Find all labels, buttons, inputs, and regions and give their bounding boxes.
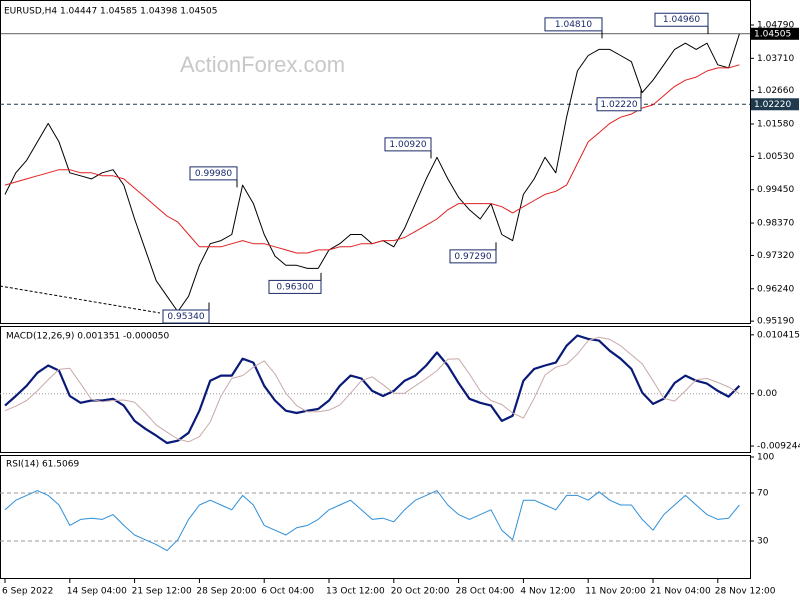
annotation-label: 0.99980 xyxy=(195,169,232,179)
series-line xyxy=(4,336,740,443)
x-tick-label: 13 Oct 12:00 xyxy=(326,587,385,597)
annotation-box xyxy=(162,309,210,324)
y-tick-label: 1.00530 xyxy=(757,152,794,162)
annotation-box xyxy=(449,249,497,264)
y-tick-label: 0.98370 xyxy=(757,219,794,229)
series-line xyxy=(4,334,741,445)
x-tick-label: 28 Nov 12:00 xyxy=(715,587,776,597)
series-line xyxy=(4,490,740,552)
y-tick-label: 0.95190 xyxy=(757,317,794,327)
macd-title: MACD(12,26,9) 0.001351 -0.000050 xyxy=(6,332,169,342)
annotation-box xyxy=(654,12,709,27)
macd-panel xyxy=(0,326,751,453)
annotation-box xyxy=(384,137,432,152)
annotation-box xyxy=(189,166,238,181)
annotation-label: 1.04960 xyxy=(663,15,700,25)
y-tick-label: 1.04790 xyxy=(757,20,794,30)
y-tick-label: 70 xyxy=(757,489,769,499)
rsi-title: RSI(14) 61.5069 xyxy=(6,460,79,470)
x-tick-label: 20 Oct 20:00 xyxy=(391,587,450,597)
x-tick-label: 28 Sep 20:00 xyxy=(196,587,256,597)
rsi-panel xyxy=(0,455,751,579)
annotation-box xyxy=(268,279,322,294)
annotation-box xyxy=(544,17,603,32)
y-tick-label: 30 xyxy=(757,537,769,547)
level-label: 1.02220 xyxy=(754,100,791,110)
y-tick-label: 0.96240 xyxy=(757,284,794,294)
x-tick-label: 21 Nov 04:00 xyxy=(650,587,711,597)
level-label: 1.04505 xyxy=(754,29,791,39)
annotation-label: 1.00920 xyxy=(389,140,426,150)
y-tick-label: 0.99450 xyxy=(757,185,794,195)
trend-line xyxy=(0,285,161,314)
level-label-box xyxy=(751,98,799,111)
y-tick-label: 1.02660 xyxy=(757,86,794,96)
y-tick-label: 1.03710 xyxy=(757,54,794,64)
series-line xyxy=(4,64,740,254)
y-tick-label: 0.97320 xyxy=(757,251,794,261)
y-tick-label: 0.00 xyxy=(757,389,777,399)
annotation-label: 0.96300 xyxy=(276,282,313,292)
x-tick-label: 11 Nov 20:00 xyxy=(585,587,646,597)
annotation-label: 0.95340 xyxy=(167,312,204,322)
watermark: ActionForex.com xyxy=(180,52,345,77)
annotation-label: 1.02220 xyxy=(600,100,637,110)
y-tick-label: 100 xyxy=(757,453,774,463)
annotation-label: 1.04810 xyxy=(555,20,592,30)
y-tick-label: 0.010415 xyxy=(757,330,800,340)
y-tick-label: -0.009244 xyxy=(757,442,800,452)
x-tick-label: 4 Nov 12:00 xyxy=(520,587,575,597)
price-panel xyxy=(0,0,751,324)
x-tick-label: 14 Sep 04:00 xyxy=(67,587,127,597)
level-label-box xyxy=(751,27,799,40)
x-tick-label: 21 Sep 12:00 xyxy=(132,587,192,597)
x-tick-label: 6 Oct 04:00 xyxy=(261,587,314,597)
x-tick-label: 28 Oct 04:00 xyxy=(456,587,515,597)
annotation-box xyxy=(596,97,642,112)
price-title: EURUSD,H4 1.04447 1.04585 1.04398 1.0450… xyxy=(4,7,217,17)
y-tick-label: 1.01580 xyxy=(757,120,794,130)
x-tick-label: 6 Sep 2022 xyxy=(2,587,53,597)
annotation-label: 0.97290 xyxy=(454,252,491,262)
